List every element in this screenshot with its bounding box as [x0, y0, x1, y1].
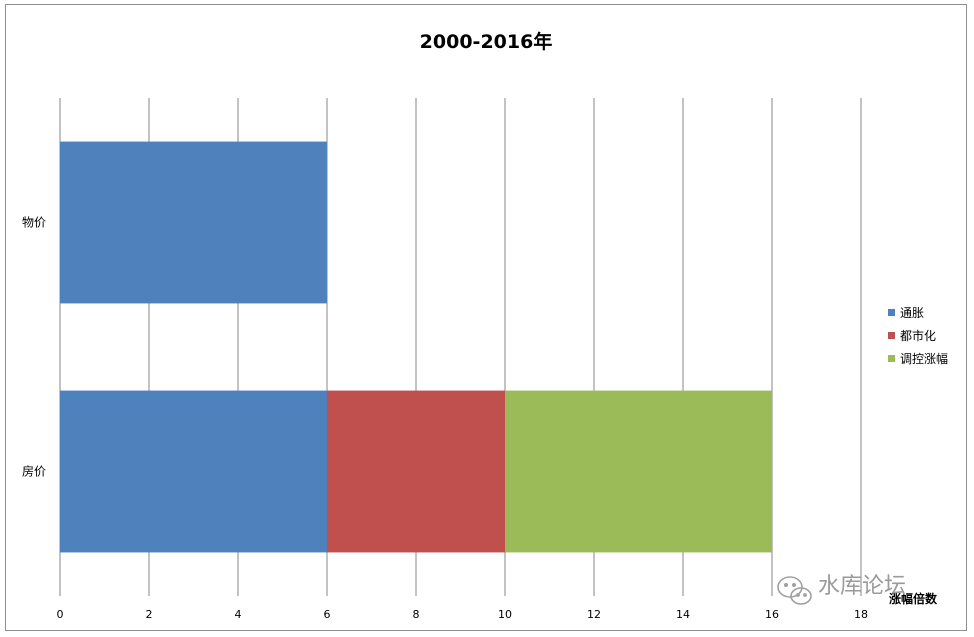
- bar: [60, 141, 327, 304]
- x-tick-label: 4: [235, 608, 242, 621]
- x-tick-label: 10: [498, 608, 512, 621]
- bar: [505, 390, 772, 553]
- wechat-icon: [777, 576, 812, 605]
- bar: [60, 390, 327, 553]
- watermark-text: 水库论坛: [818, 574, 906, 599]
- x-tick-label: 2: [146, 608, 153, 621]
- x-tick-label: 14: [676, 608, 690, 621]
- x-tick-label: 12: [587, 608, 601, 621]
- x-tick-label: 8: [413, 608, 420, 621]
- legend-label: 通胀: [900, 306, 924, 320]
- bar: [327, 390, 505, 553]
- legend-swatch: [888, 332, 895, 339]
- x-axis-label: 涨幅倍数: [889, 591, 938, 606]
- legend-swatch: [888, 309, 895, 316]
- chart-title: 2000-2016年: [420, 30, 553, 53]
- legend-label: 都市化: [900, 328, 936, 343]
- category-label: 房价: [22, 464, 46, 479]
- watermark: 水库论坛: [777, 574, 906, 605]
- legend-label: 调控涨幅: [900, 351, 948, 366]
- x-tick-label: 0: [57, 608, 64, 621]
- x-tick-label: 6: [324, 608, 331, 621]
- legend-swatch: [888, 355, 895, 362]
- x-tick-label: 16: [765, 608, 779, 621]
- bars: [60, 141, 772, 553]
- x-tick-label: 18: [854, 608, 868, 621]
- x-tick-labels: 0 2 4 6 8 10 12 14 16 18: [57, 608, 869, 621]
- category-label: 物价: [22, 216, 46, 230]
